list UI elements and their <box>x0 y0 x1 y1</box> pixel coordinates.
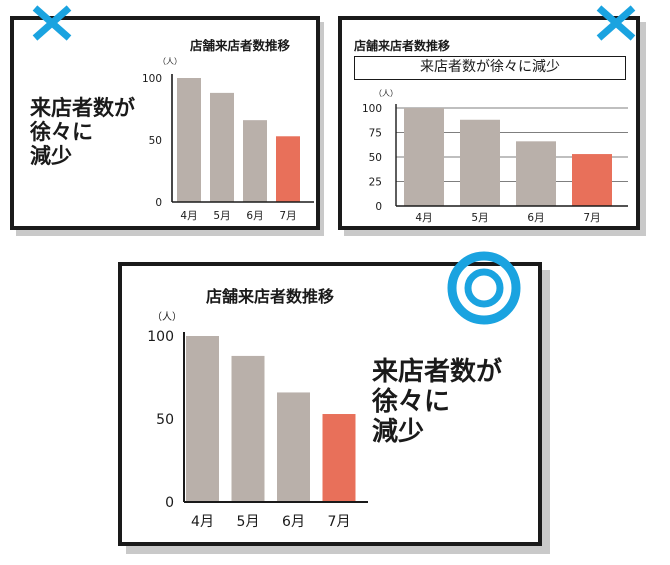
y-tick-label: 0 <box>155 197 162 209</box>
message-line: 減少 <box>30 144 72 169</box>
bar-chart: 店舗来店者数推移 （人） 0 50 100 4月 5月 6月 7月 <box>142 38 314 222</box>
message-text: 来店者数が 徐々に 減少 <box>372 357 503 448</box>
y-tick-label: 100 <box>362 103 382 115</box>
double-circle-icon <box>447 251 521 325</box>
chart-title: 店舗来店者数推移 <box>190 38 291 53</box>
unit-label: （人） <box>158 57 182 66</box>
x-tick-label: 5月 <box>471 212 488 224</box>
x-tick-label: 6月 <box>246 210 263 222</box>
message-line: 徐々に <box>372 386 451 417</box>
x-tick-label: 4月 <box>191 514 214 530</box>
unit-label: （人） <box>374 89 398 98</box>
message-line: 徐々に <box>30 120 93 145</box>
x-tick-label: 7月 <box>328 514 351 530</box>
y-tick-label: 50 <box>149 135 162 147</box>
y-tick-label: 25 <box>369 176 382 188</box>
unit-label: （人） <box>152 311 182 323</box>
x-tick-label: 6月 <box>282 514 305 530</box>
message-line: 来店者数が <box>372 357 503 387</box>
bar <box>186 336 219 502</box>
message-box-text: 来店者数が徐々に減少 <box>420 59 560 75</box>
message-box: 来店者数が徐々に減少 <box>354 56 626 80</box>
bar <box>460 119 500 206</box>
y-tick-label: 0 <box>165 495 174 511</box>
chart-title: 店舗来店者数推移 <box>354 38 450 53</box>
panel-good-text-right: 店舗来店者数推移 （人） 0 50 100 4月 5月 6月 7月 来店者数が 徐々に 減少 <box>118 262 542 546</box>
y-tick-label: 50 <box>156 412 174 428</box>
x-tick-label: 5月 <box>213 210 230 222</box>
x-tick-label: 7月 <box>583 212 600 224</box>
bar <box>243 120 267 202</box>
x-tick-label: 7月 <box>279 210 296 222</box>
bar <box>516 141 556 206</box>
bar-chart: 店舗来店者数推移 （人） 0 25 50 75 100 4月 5月 6月 7月 <box>354 38 628 224</box>
bar <box>231 355 265 502</box>
message-line: 来店者数が <box>30 96 135 120</box>
cross-icon <box>596 5 636 41</box>
y-tick-label: 50 <box>369 152 382 164</box>
message-text: 来店者数が 徐々に 減少 <box>30 96 135 168</box>
bar <box>322 414 356 502</box>
bar <box>404 108 444 206</box>
x-tick-label: 4月 <box>180 210 197 222</box>
y-tick-label: 75 <box>369 127 382 139</box>
y-tick-label: 100 <box>142 73 162 85</box>
message-line: 減少 <box>372 416 425 447</box>
chart-title: 店舗来店者数推移 <box>206 287 334 306</box>
bar <box>572 154 612 206</box>
bar <box>276 136 300 202</box>
x-tick-label: 6月 <box>527 212 544 224</box>
bar-chart: 店舗来店者数推移 （人） 0 50 100 4月 5月 6月 7月 <box>147 287 368 530</box>
y-tick-label: 100 <box>147 329 174 345</box>
panel-bad-text-box: 店舗来店者数推移 （人） 0 25 50 75 100 4月 5月 6月 7月 来店者数が徐々に減少 <box>338 16 640 230</box>
bar <box>277 392 310 502</box>
cross-icon <box>32 5 72 41</box>
bar <box>177 78 201 202</box>
bar <box>210 92 234 202</box>
y-tick-label: 0 <box>375 201 382 213</box>
x-tick-label: 5月 <box>237 514 260 530</box>
panel-bad-text-left: 店舗来店者数推移 （人） 0 50 100 4月 5月 6月 7月 来店者数が 徐々に 減少 <box>10 16 320 230</box>
x-tick-label: 4月 <box>415 212 432 224</box>
